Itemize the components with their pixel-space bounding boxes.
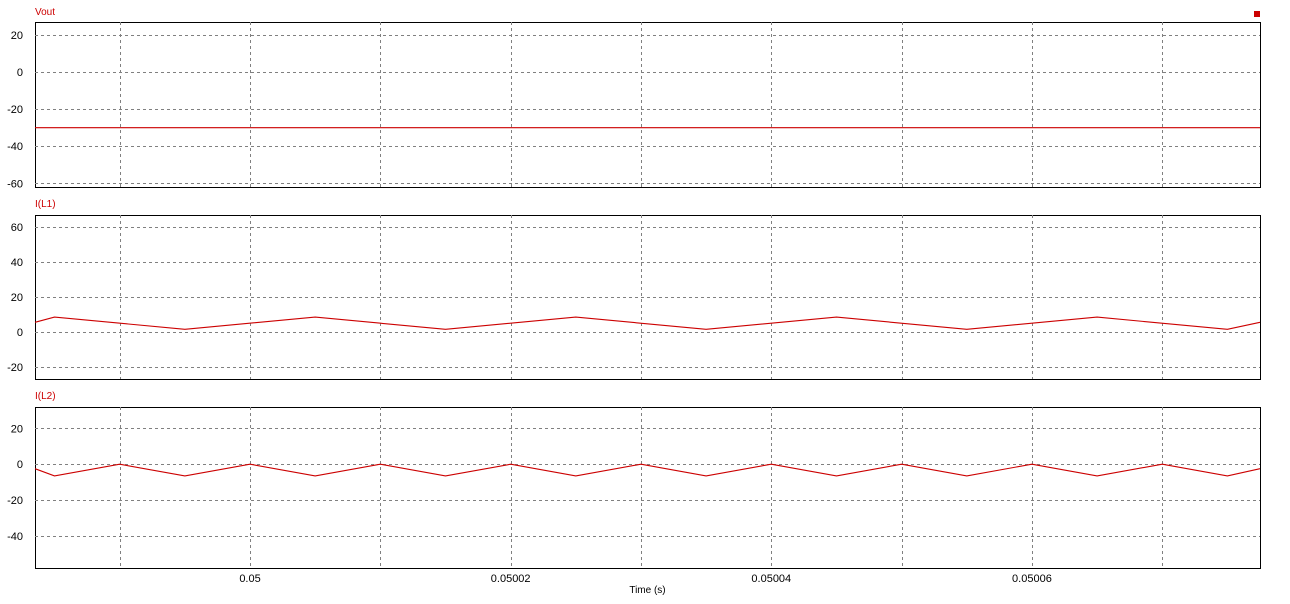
y-tick-label: -20 [7, 104, 23, 116]
y-tick-label: -40 [7, 141, 23, 153]
x-tick-label: 0.05 [239, 573, 260, 585]
y-tick-label: 0 [17, 459, 23, 471]
y-tick-label: 20 [11, 423, 23, 435]
x-tick-label: 0.05006 [1012, 573, 1052, 585]
series-line-i-l1- [34, 316, 1261, 330]
y-tick-label: 0 [17, 67, 23, 79]
y-tick-label: -20 [7, 495, 23, 507]
y-tick-label: 20 [11, 30, 23, 42]
y-tick-label: 40 [11, 257, 23, 269]
y-tick-label: -40 [7, 531, 23, 543]
y-tick-label: 0 [17, 327, 23, 339]
y-tick-label: -60 [7, 178, 23, 190]
y-tick-label: -20 [7, 362, 23, 374]
legend-marker-icon [1254, 11, 1260, 17]
y-tick-label: 60 [11, 222, 23, 234]
chart-title-2: I(L1) [35, 199, 56, 210]
chart-title-3: I(L2) [35, 391, 56, 402]
x-tick-label: 0.05002 [491, 573, 531, 585]
chart-frame-3 [35, 407, 1261, 569]
chart-title-1: Vout [35, 7, 55, 18]
series-line-i-l2- [34, 463, 1261, 477]
chart-frame-1 [35, 22, 1261, 188]
x-tick-label: 0.05004 [751, 573, 791, 585]
y-tick-label: 20 [11, 292, 23, 304]
x-axis-label: Time (s) [629, 585, 665, 596]
